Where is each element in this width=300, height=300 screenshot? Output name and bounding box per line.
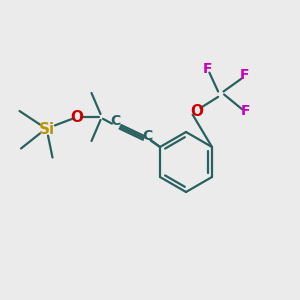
Text: F: F xyxy=(202,62,212,76)
Text: Si: Si xyxy=(38,122,55,136)
Text: F: F xyxy=(240,68,249,82)
Text: O: O xyxy=(190,103,203,118)
Text: C: C xyxy=(142,129,152,143)
Text: F: F xyxy=(241,104,251,118)
Text: C: C xyxy=(110,114,121,128)
Text: O: O xyxy=(70,110,83,124)
